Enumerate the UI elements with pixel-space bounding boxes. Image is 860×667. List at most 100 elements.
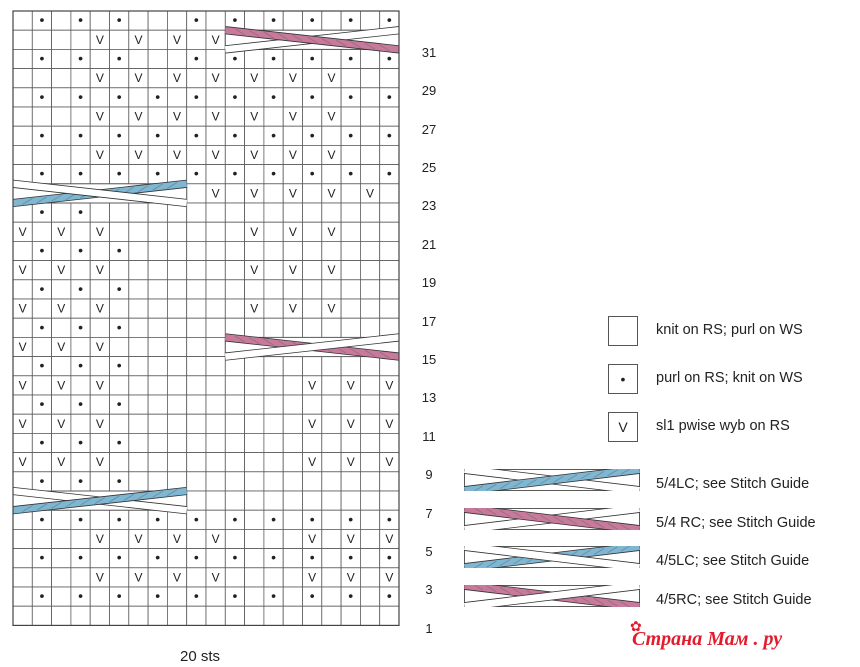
chart-cell [51, 567, 72, 588]
chart-cell [282, 586, 303, 607]
chart-cell [282, 317, 303, 338]
chart-cell [379, 106, 400, 127]
chart-cell [263, 317, 284, 338]
chart-cell [282, 567, 303, 588]
purl-stitch-symbol: • [310, 50, 315, 66]
chart-cell [359, 49, 381, 70]
chart-cell [186, 298, 207, 319]
chart-cell [147, 49, 168, 70]
chart-cell [51, 279, 72, 300]
slip-stitch-symbol: V [173, 532, 181, 546]
row-number: 27 [421, 121, 437, 137]
chart-cell [244, 49, 265, 70]
slip-stitch-symbol: V [308, 455, 316, 469]
chart-cell [302, 279, 323, 300]
chart-cell [186, 529, 207, 550]
chart-cell [321, 49, 342, 70]
chart-cell [359, 164, 381, 185]
chart-cell [205, 336, 226, 357]
slip-stitch-symbol: V [308, 378, 316, 392]
chart-cell [70, 567, 91, 588]
chart-cell [263, 202, 284, 223]
slip-stitch-symbol: V [96, 225, 104, 239]
chart-cell [70, 529, 91, 550]
purl-stitch-symbol: • [78, 280, 83, 296]
purl-stitch-symbol: • [232, 588, 237, 604]
chart-cell [70, 144, 91, 165]
chart-cell [51, 10, 72, 31]
chart-cell [128, 125, 149, 146]
chart-cell [379, 298, 400, 319]
slip-stitch-symbol: V [327, 110, 335, 124]
purl-stitch-symbol: • [194, 165, 199, 181]
chart-cell [359, 605, 381, 626]
chart-cell [147, 144, 168, 165]
chart-cell [244, 394, 265, 415]
chart-cell [379, 144, 400, 165]
chart-cell [244, 548, 265, 569]
chart-cell [12, 240, 33, 261]
purl-stitch-symbol: • [117, 12, 122, 28]
purl-stitch-symbol: • [310, 12, 315, 28]
row-number: 7 [425, 505, 433, 521]
purl-stitch-symbol: • [78, 50, 83, 66]
purl-stitch-symbol: • [348, 127, 353, 143]
chart-cell [12, 29, 33, 50]
chart-cell [166, 49, 188, 70]
chart-cell [166, 356, 188, 377]
purl-stitch-symbol: • [117, 242, 122, 258]
chart-cell [224, 240, 246, 261]
purl-stitch-symbol: • [117, 434, 122, 450]
purl-stitch-symbol: • [348, 88, 353, 104]
chart-cell [70, 375, 91, 396]
slip-stitch-symbol: V [96, 378, 104, 392]
purl-stitch-symbol: • [117, 127, 122, 143]
chart-cell [31, 221, 52, 242]
cable-rc_over-row-31 [224, 26, 400, 54]
chart-cell [186, 567, 207, 588]
chart-cell [128, 605, 149, 626]
chart-cell [147, 68, 168, 89]
chart-cell [340, 356, 361, 377]
chart-cell [128, 336, 149, 357]
slip-stitch-symbol: V [57, 225, 65, 239]
slip-stitch-symbol: V [212, 186, 220, 200]
chart-cell [186, 260, 207, 281]
chart-cell [109, 29, 130, 50]
chart-cell [51, 509, 72, 530]
chart-cell [89, 394, 110, 415]
chart-cell [244, 586, 265, 607]
chart-cell [379, 490, 400, 511]
chart-cell [244, 605, 265, 626]
chart-cell [12, 548, 33, 569]
slip-stitch-symbol: V [19, 263, 27, 277]
purl-stitch-symbol: • [155, 549, 160, 565]
chart-cell [205, 548, 226, 569]
chart-cell [12, 432, 33, 453]
chart-cell [244, 490, 265, 511]
slip-stitch-symbol: V [134, 148, 142, 162]
chart-cell [302, 106, 323, 127]
chart-cell [166, 452, 188, 473]
chart-cell [321, 279, 342, 300]
chart-cell [12, 567, 33, 588]
chart-cell [147, 529, 168, 550]
chart-cell [282, 605, 303, 626]
purl-stitch-symbol: • [194, 88, 199, 104]
purl-stitch-symbol: • [310, 511, 315, 527]
chart-cell [205, 221, 226, 242]
slip-stitch-symbol: V [250, 302, 258, 316]
chart-cell [302, 202, 323, 223]
purl-stitch-symbol: • [117, 165, 122, 181]
purl-stitch-symbol: • [39, 396, 44, 412]
chart-cell [302, 144, 323, 165]
chart-cell [51, 356, 72, 377]
purl-stitch-symbol: • [310, 588, 315, 604]
purl-stitch-symbol: • [78, 12, 83, 28]
chart-cell [282, 87, 303, 108]
purl-stitch-symbol: • [39, 50, 44, 66]
chart-cell [186, 202, 207, 223]
chart-cell [263, 144, 284, 165]
slip-stitch-symbol: V [134, 110, 142, 124]
